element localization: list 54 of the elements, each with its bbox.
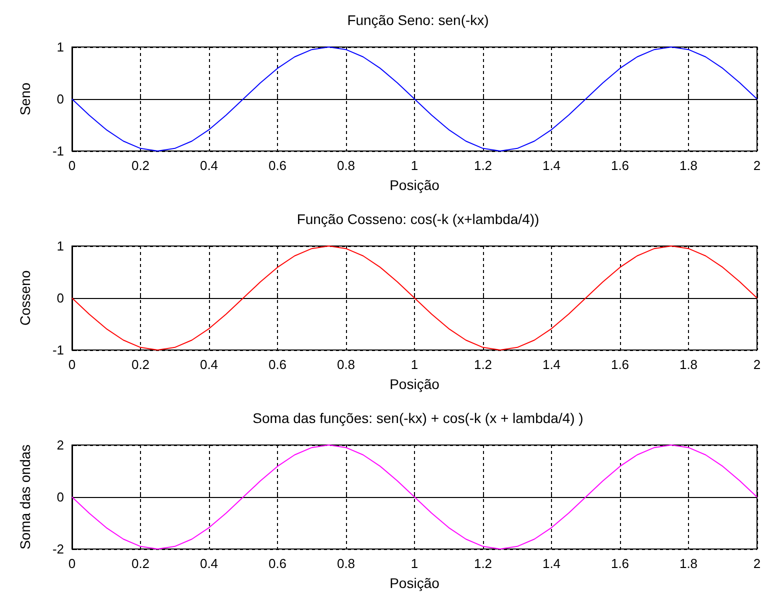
y-tick-label: 0 xyxy=(56,490,64,504)
y-tick-label: 1 xyxy=(56,238,64,254)
y-tick-label: 0 xyxy=(56,92,64,106)
line-series xyxy=(72,246,758,350)
x-tick-label: 0.2 xyxy=(131,556,150,571)
x-tick-label: 0.8 xyxy=(336,556,356,571)
x-tick-label: 0.6 xyxy=(268,158,287,173)
x-tick-label: 1.6 xyxy=(610,556,630,571)
x-tick-label: 0.6 xyxy=(268,556,287,571)
x-tick-label: 1.6 xyxy=(610,158,630,173)
y-tick-label: 2 xyxy=(56,438,64,452)
x-tick-label: 1.2 xyxy=(474,357,492,372)
line-series xyxy=(72,444,758,550)
x-tick-label: 1.2 xyxy=(474,158,492,173)
y-axis-title: Soma das ondas xyxy=(17,444,33,550)
x-axis-title: Posição xyxy=(390,177,440,193)
x-tick-label: 0.2 xyxy=(131,158,150,173)
x-tick-label: 1.8 xyxy=(679,556,698,571)
x-tick-label: 1.2 xyxy=(474,556,492,571)
x-tick-label: 0 xyxy=(68,357,76,372)
y-axis-title: Cosseno xyxy=(17,270,33,326)
chart-title: Função Cosseno: cos(-k (x+lambda/4)) xyxy=(296,211,540,227)
y-tick-label: 0 xyxy=(56,290,64,306)
x-tick-label: 0 xyxy=(68,158,76,173)
x-tick-label: 2 xyxy=(753,556,761,571)
x-tick-label: 1.4 xyxy=(542,556,561,571)
y-tick-label: 1 xyxy=(56,40,64,54)
y-axis-title: Seno xyxy=(17,82,33,116)
x-tick-label: 1 xyxy=(410,158,418,173)
y-tick-label: -2 xyxy=(52,542,64,556)
x-tick-label: 0 xyxy=(68,556,76,571)
x-tick-label: 1.6 xyxy=(610,357,630,372)
x-tick-label: 1 xyxy=(410,556,418,571)
chart-title: Função Seno: sen(-kx) xyxy=(347,12,489,28)
chart-title: Soma das funções: sen(-kx) + cos(-k (x + lambda/4) ) xyxy=(252,410,584,426)
x-tick-label: 0.4 xyxy=(200,158,218,173)
y-tick-label: -1 xyxy=(52,342,64,358)
x-tick-label: 1 xyxy=(410,357,418,372)
x-tick-label: 2 xyxy=(753,158,761,173)
line-series xyxy=(72,46,758,152)
x-tick-label: 0.2 xyxy=(131,357,150,372)
x-axis-title: Posição xyxy=(390,376,440,392)
x-tick-label: 0.4 xyxy=(200,357,218,372)
x-tick-label: 1.4 xyxy=(542,158,561,173)
x-tick-label: 1.4 xyxy=(542,357,561,372)
x-axis-title: Posição xyxy=(390,575,440,591)
x-tick-label: 0.8 xyxy=(336,357,356,372)
x-tick-label: 1.8 xyxy=(679,158,698,173)
x-tick-label: 0.6 xyxy=(268,357,287,372)
x-tick-label: 1.8 xyxy=(679,357,698,372)
y-tick-label: -1 xyxy=(52,144,64,158)
x-tick-label: 0.4 xyxy=(200,556,218,571)
x-tick-label: 0.8 xyxy=(336,158,356,173)
x-tick-label: 2 xyxy=(753,357,761,372)
